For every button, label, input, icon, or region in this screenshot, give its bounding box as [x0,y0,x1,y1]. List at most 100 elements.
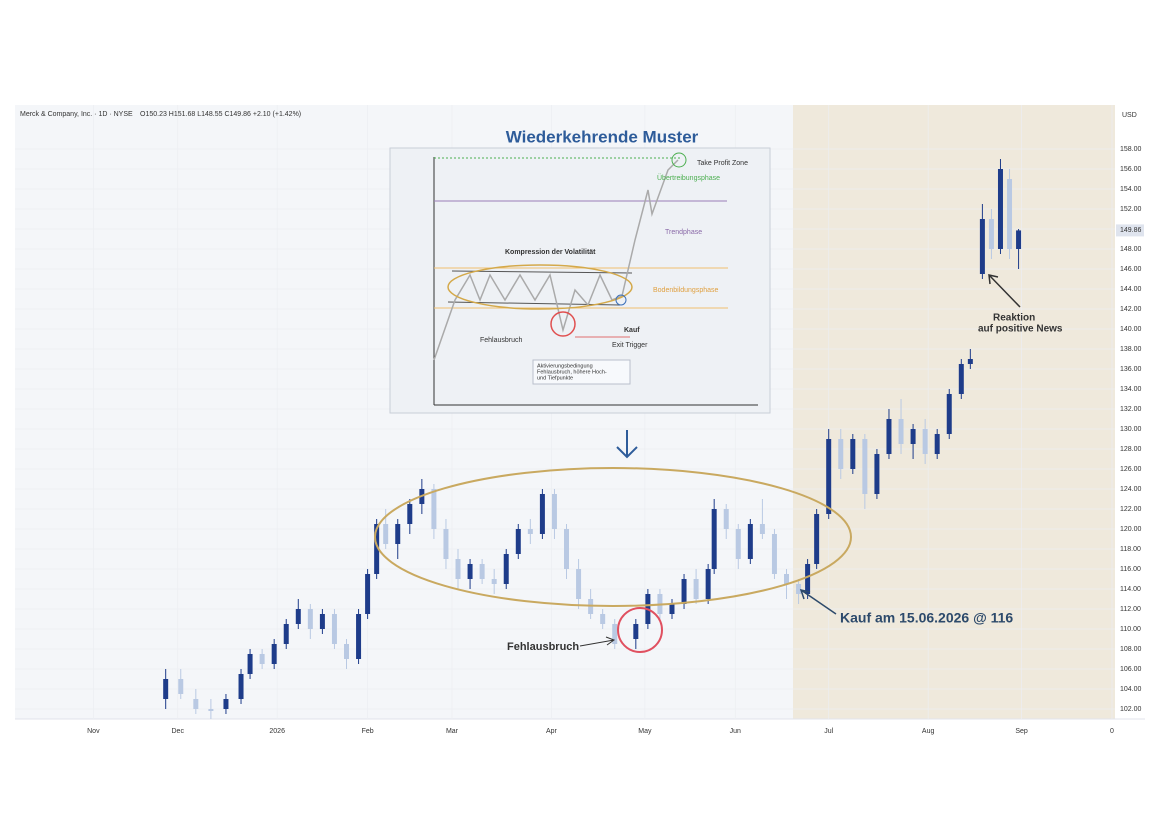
candle-body [295,609,301,624]
y-tick-label: 128.00 [1120,446,1142,453]
y-tick-label: 102.00 [1120,706,1142,713]
x-tick-label: Apr [546,728,558,735]
inset-circle [550,311,576,337]
x-tick-label: Jun [730,728,741,735]
candle-body [356,614,362,659]
y-tick-label: 108.00 [1120,646,1142,653]
y-tick-label: 122.00 [1120,506,1142,513]
candle-body [247,654,253,674]
inset-circle [615,294,627,306]
annotation: Reaktion [993,313,1035,324]
price-axis [1115,105,1145,740]
symbol: Merck & Company, Inc. · 1D · NYSE [20,111,133,118]
label: Trendphase [665,229,702,236]
y-tick-label: 142.00 [1120,306,1142,313]
candle-body [979,219,985,274]
candle-body [850,439,856,469]
y-tick-label: 114.00 [1120,586,1141,593]
candle-body [539,494,545,534]
candle-body [178,679,184,694]
y-tick-label: 144.00 [1120,286,1142,293]
candle-body [946,394,952,434]
y-tick-label: 130.00 [1120,426,1142,433]
candle-body [564,529,570,569]
candle-body [886,419,892,454]
x-tick-label: Mar [446,728,459,735]
breakout-circle [617,607,663,653]
label: Take Profit Zone [697,160,748,167]
candle-body [784,574,790,584]
candle-body [208,709,214,711]
candle-body [922,429,928,454]
y-tick-label: 146.00 [1120,266,1142,273]
inset-title: Wiederkehrende Muster [506,127,699,146]
y-tick-label: 120.00 [1120,526,1142,533]
candle-body [805,564,811,594]
candle-body [600,614,606,624]
last-price-tag [1116,224,1144,237]
y-tick-label: 112.00 [1120,606,1141,613]
annotation: auf positive News [978,324,1063,335]
label: Kauf [624,327,640,334]
y-tick-label: 140.00 [1120,326,1142,333]
candle-body [898,419,904,444]
candle-body [958,364,964,394]
candle-body [223,699,229,709]
candle-body [467,564,473,579]
note-box [532,359,631,385]
note: Fehlausbruch, höhere Hoch- [537,369,607,375]
candle-body [669,604,675,614]
x-tick-label: Nov [87,728,100,735]
x-tick-label: Dec [172,728,185,735]
y-tick-label: 116.00 [1120,566,1141,573]
x-tick-label: Jul [824,728,833,735]
candle-body [705,569,711,599]
candle-body [633,624,639,639]
candle-body [576,569,582,599]
candle-body [443,529,449,559]
candle-body [826,439,832,514]
pattern-ellipse [374,467,852,607]
candle-body [838,439,844,469]
y-tick-label: 154.00 [1120,186,1142,193]
candle-body [693,579,699,599]
down-arrow [616,430,638,459]
y-tick-label: 124.00 [1120,486,1142,493]
note: und Tiefpunkte [537,375,573,381]
candle-body [988,219,994,249]
x-tick-label: Aug [922,728,935,735]
candle-body [374,524,380,574]
candle-body [283,624,289,644]
candle-body [515,529,521,554]
x-tick-label: May [638,728,652,735]
candle-body [163,679,169,699]
inset-line [451,270,633,274]
arrow [579,636,616,647]
annotation: Kauf am 15.06.2026 @ 116 [840,610,1013,626]
y-tick-label: 106.00 [1120,666,1142,673]
candle-body [407,504,413,524]
inset: Take Profit Zone Übertreibungsphase Tren… [389,147,771,414]
candle-body [910,429,916,444]
y-tick-label: 158.00 [1120,146,1142,153]
candle-body [455,559,461,579]
x-tick-label: Sep [1015,728,1028,735]
candle-body [612,624,618,644]
label: Bodenbildungsphase [653,287,718,294]
y-tick-label: 126.00 [1120,466,1142,473]
inset-ellipse [447,264,633,310]
annotation: Fehlausbruch [507,641,579,653]
candle-body [238,674,244,699]
candle-body [527,529,533,534]
candle-body [551,494,557,529]
candle-body [319,614,325,629]
arrow [988,274,1021,308]
last-price-label: 149.86 [1120,227,1142,234]
candle-body [383,524,389,544]
label: Übertreibungsphase [657,174,720,182]
candle-body [395,524,401,544]
candle-body [723,509,729,529]
candle-body [259,654,265,664]
candle-body [193,699,199,709]
